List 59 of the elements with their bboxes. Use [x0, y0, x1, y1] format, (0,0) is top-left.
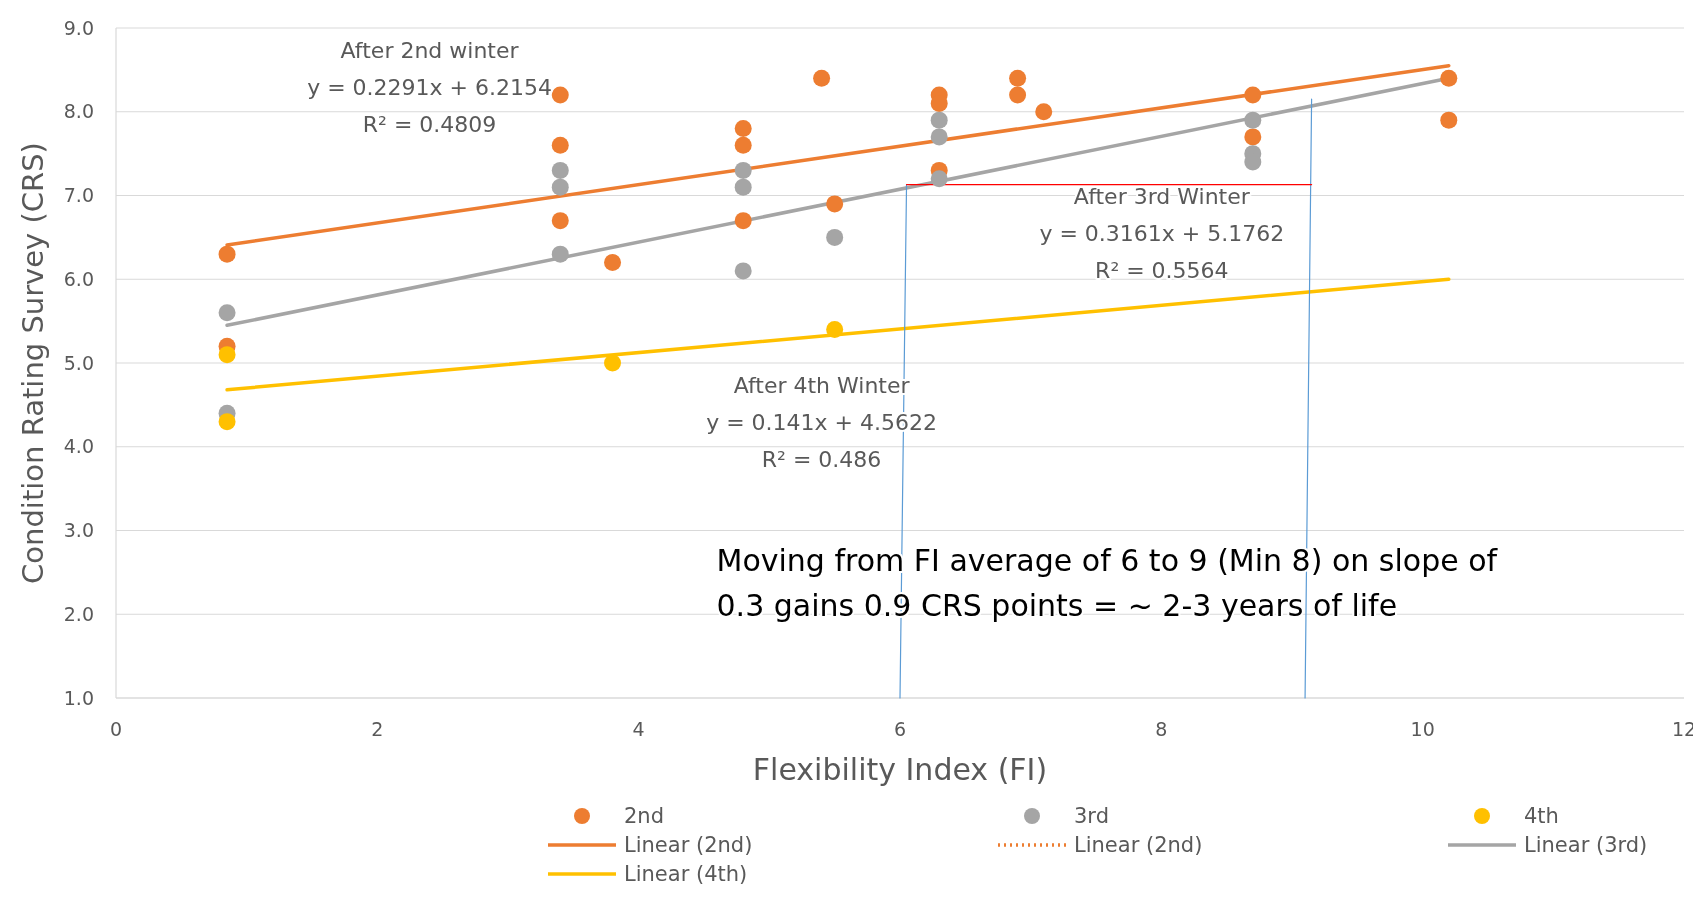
point [551, 161, 569, 179]
y-tick-label: 1.0 [63, 686, 94, 709]
point [1244, 111, 1262, 129]
legend-label: Linear (2nd) [624, 833, 753, 858]
legend-label: Linear (4th) [624, 862, 748, 887]
x-tick-label: 0 [109, 718, 123, 740]
point [1244, 128, 1262, 146]
legend-label: 2nd [624, 804, 665, 829]
annotation: After 3rd Winter y = 0.3161x + 5.1762 R² = 0.5564 [1039, 183, 1285, 283]
point [551, 212, 569, 230]
legend-label: 4th [1524, 804, 1559, 829]
point [551, 86, 569, 104]
point [218, 245, 236, 263]
point [1009, 86, 1027, 104]
point [734, 178, 752, 196]
legend-label: Linear (2nd) [1074, 833, 1203, 858]
x-axis-title: Flexibility Index (FI) [752, 752, 1048, 787]
x-tick-label: 4 [632, 718, 645, 740]
legend-label: Linear (3rd) [1524, 833, 1648, 858]
point [1009, 69, 1027, 87]
y-tick-label: 5.0 [63, 351, 94, 374]
point [604, 254, 622, 271]
point [1440, 111, 1458, 129]
y-tick-label: 6.0 [63, 267, 94, 290]
point [826, 321, 844, 338]
point [734, 212, 752, 230]
point [813, 69, 831, 87]
x-tick-label: 10 [1410, 718, 1435, 740]
point [734, 262, 752, 280]
point [218, 413, 236, 431]
point [218, 304, 236, 322]
x-tick-label: 8 [1155, 718, 1168, 740]
annotation: After 2nd winter y = 0.2291x + 6.2154 R² = 0.4809 [307, 38, 553, 138]
point [826, 195, 844, 213]
point [1035, 103, 1053, 121]
y-tick-label: 2.0 [63, 602, 94, 625]
point [734, 120, 752, 137]
y-axis-title: Condition Rating Survey (CRS) [16, 142, 50, 584]
point [734, 136, 752, 154]
y-tick-label: 8.0 [63, 100, 94, 123]
y-tick-label: 9.0 [63, 16, 94, 39]
y-tick-label: 4.0 [63, 435, 94, 458]
point [551, 178, 569, 196]
point [930, 128, 948, 146]
point [930, 111, 948, 129]
point [604, 354, 622, 372]
point [734, 161, 752, 179]
point [551, 245, 569, 263]
point [1440, 69, 1458, 87]
point [930, 170, 948, 188]
y-tick-label: 7.0 [63, 184, 94, 207]
point [826, 228, 844, 246]
point [218, 346, 236, 364]
x-tick-label: 6 [893, 718, 907, 740]
point [551, 136, 569, 154]
x-tick-label: 2 [371, 718, 384, 740]
y-tick-label: 3.0 [63, 519, 94, 542]
legend-label: 3rd [1074, 804, 1109, 829]
point [1244, 86, 1262, 104]
